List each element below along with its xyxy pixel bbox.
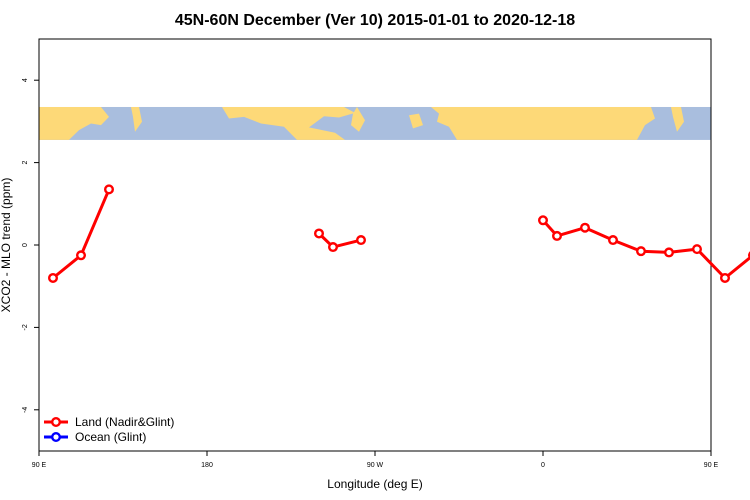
plot-area bbox=[38, 38, 750, 452]
land-shape bbox=[431, 107, 655, 140]
data-point bbox=[552, 230, 563, 241]
data-point bbox=[720, 272, 731, 283]
legend-label: Ocean (Glint) bbox=[75, 430, 146, 444]
data-point bbox=[538, 215, 549, 226]
data-point bbox=[328, 242, 339, 253]
land-shape bbox=[671, 107, 684, 132]
chart-title: 45N-60N December (Ver 10) 2015-01-01 to … bbox=[175, 12, 575, 29]
series-line bbox=[52, 188, 111, 280]
data-point bbox=[103, 184, 114, 195]
data-point bbox=[356, 235, 367, 246]
data-point bbox=[580, 222, 591, 233]
data-point bbox=[75, 250, 86, 261]
data-point bbox=[636, 246, 647, 257]
land-shape bbox=[351, 107, 365, 132]
data-point bbox=[314, 228, 325, 239]
legend: Land (Nadir&Glint)Ocean (Glint) bbox=[44, 415, 174, 444]
y-axis-label: XCO2 - MLO trend (ppm) bbox=[0, 178, 13, 313]
land-shape bbox=[222, 107, 355, 140]
legend-marker bbox=[51, 417, 62, 428]
legend-label: Land (Nadir&Glint) bbox=[75, 415, 174, 429]
world-map-band bbox=[39, 106, 711, 140]
land-shape bbox=[39, 107, 109, 140]
x-axis-label: Longitude (deg E) bbox=[327, 477, 422, 491]
series-line bbox=[541, 219, 750, 280]
y-tick-label: -2 bbox=[22, 324, 29, 330]
data-point bbox=[48, 272, 59, 283]
plot-border bbox=[38, 38, 712, 452]
y-tick-label: -4 bbox=[22, 407, 29, 413]
series-line bbox=[317, 232, 362, 249]
land-shape bbox=[131, 107, 142, 132]
x-tick-label: 90 E bbox=[32, 462, 47, 469]
x-tick-label: 90 E bbox=[704, 462, 719, 469]
data-point bbox=[608, 235, 619, 246]
y-tick-label: 0 bbox=[22, 243, 29, 247]
x-tick-label: 90 W bbox=[367, 462, 384, 469]
y-tick-label: 4 bbox=[22, 78, 29, 82]
x-tick-label: 180 bbox=[201, 462, 213, 469]
x-tick-label: 0 bbox=[541, 462, 545, 469]
legend-marker bbox=[51, 432, 62, 443]
data-point bbox=[692, 244, 703, 255]
y-axis: 4 2 0 -2 -4 bbox=[22, 78, 39, 413]
land-shape bbox=[409, 113, 423, 129]
data-point bbox=[664, 247, 675, 258]
x-axis: 90 E 180 90 W 0 90 E bbox=[32, 451, 719, 469]
y-tick-label: 2 bbox=[22, 161, 29, 165]
